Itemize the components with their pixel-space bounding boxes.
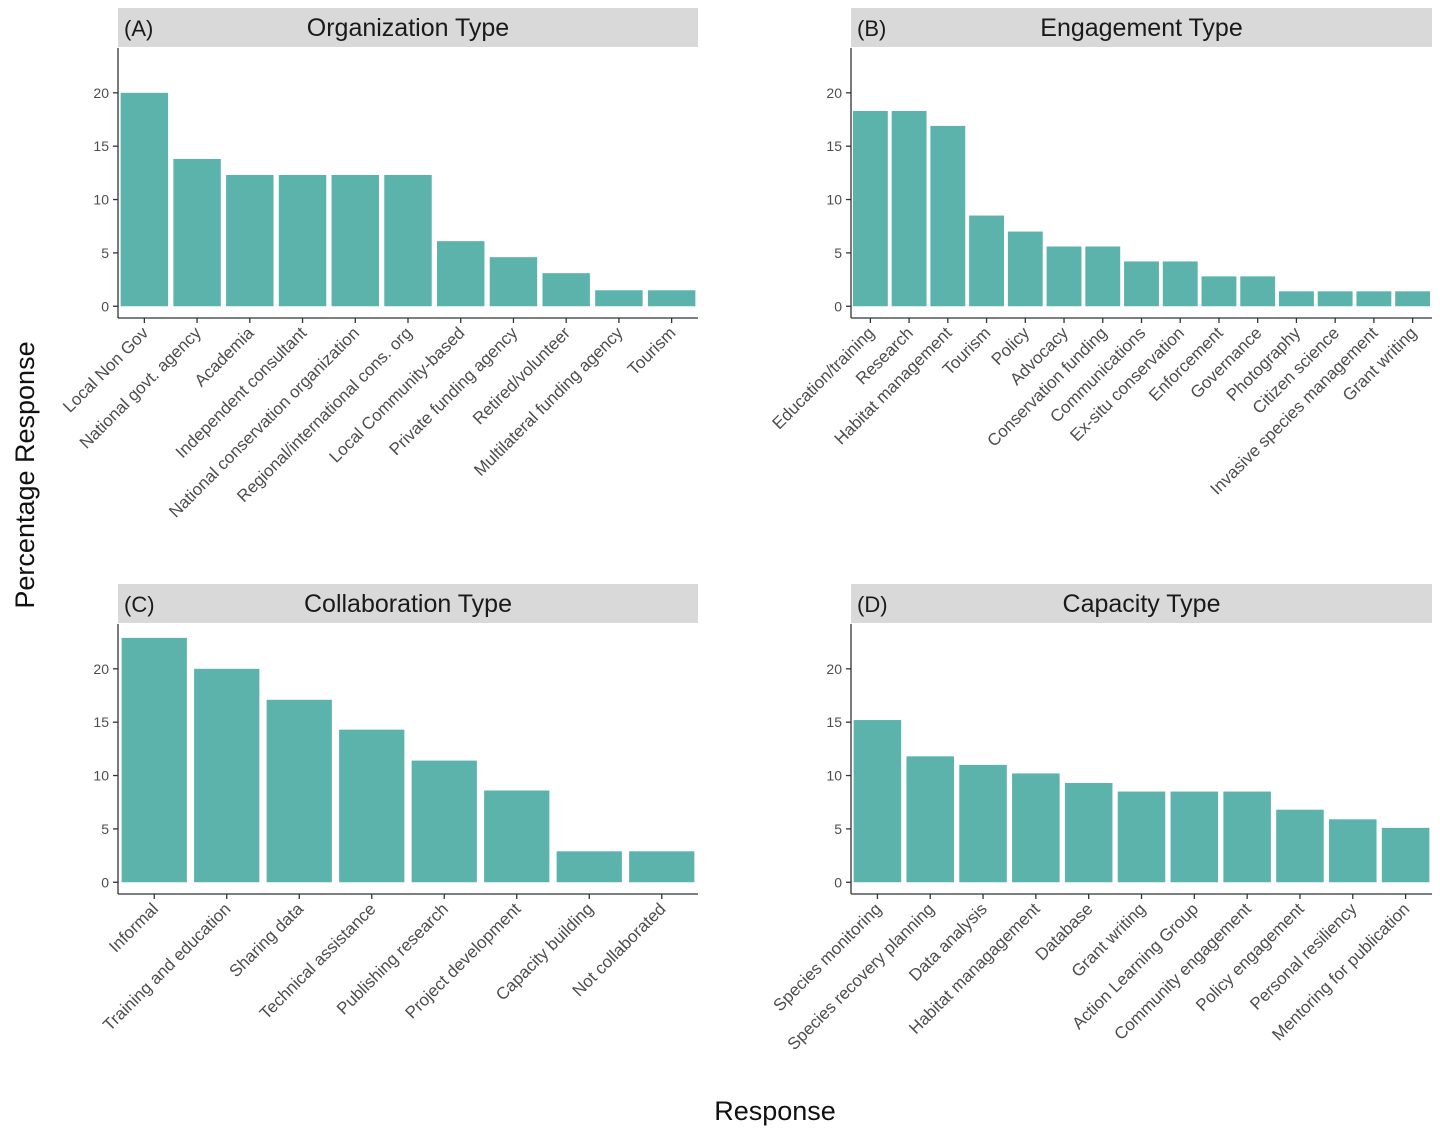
bar bbox=[226, 174, 274, 307]
panel-title: Engagement Type bbox=[1040, 14, 1242, 42]
y-tick-label: 15 bbox=[93, 138, 109, 154]
bar bbox=[1007, 231, 1043, 307]
panel-letter: (C) bbox=[124, 592, 155, 617]
bar bbox=[1064, 783, 1113, 883]
panel-title: Collaboration Type bbox=[304, 590, 512, 618]
y-tick-label: 5 bbox=[101, 821, 109, 837]
y-tick-label: 5 bbox=[101, 245, 109, 261]
bar bbox=[1395, 291, 1431, 307]
y-tick-label: 5 bbox=[834, 821, 842, 837]
y-tick-label: 20 bbox=[93, 661, 109, 677]
panel-strip bbox=[851, 8, 1432, 47]
bar bbox=[266, 699, 332, 883]
panel-letter: (B) bbox=[857, 16, 886, 41]
y-tick-label: 10 bbox=[93, 192, 109, 208]
bar bbox=[1162, 261, 1198, 307]
bar bbox=[852, 110, 888, 307]
y-tick-label: 15 bbox=[826, 714, 842, 730]
y-tick-label: 20 bbox=[826, 85, 842, 101]
y-tick-label: 0 bbox=[834, 874, 842, 890]
panel-3: (C) Collaboration Type 0 5 10 15 20 InformalTra… bbox=[93, 584, 698, 1035]
x-tick-label: Tourism bbox=[624, 323, 680, 379]
bar bbox=[542, 273, 590, 307]
panel-letter: (A) bbox=[124, 16, 153, 41]
bar bbox=[194, 668, 260, 883]
panel-strip bbox=[851, 584, 1432, 623]
bar bbox=[173, 158, 221, 307]
panel-title: Capacity Type bbox=[1063, 590, 1221, 618]
bar bbox=[556, 851, 622, 883]
bar bbox=[121, 637, 187, 883]
bar bbox=[1117, 791, 1166, 883]
bar bbox=[1124, 261, 1159, 307]
bar bbox=[1317, 291, 1353, 307]
bar bbox=[484, 790, 550, 883]
bar bbox=[1223, 791, 1271, 883]
y-tick-label: 10 bbox=[826, 192, 842, 208]
bar bbox=[278, 174, 327, 307]
bar bbox=[1279, 291, 1314, 307]
bar bbox=[489, 257, 538, 307]
y-tick-label: 5 bbox=[834, 245, 842, 261]
bar bbox=[629, 851, 695, 883]
y-tick-label: 10 bbox=[826, 768, 842, 784]
bar bbox=[647, 290, 696, 307]
y-tick-label: 0 bbox=[834, 298, 842, 314]
bar bbox=[930, 125, 966, 307]
x-tick-label: Training and education bbox=[99, 899, 234, 1034]
panel-2: (B) Engagement Type05101520Education/trai… bbox=[769, 8, 1432, 499]
y-tick-label: 0 bbox=[101, 874, 109, 890]
bar bbox=[1046, 246, 1082, 307]
bar bbox=[906, 756, 954, 883]
bar bbox=[384, 174, 432, 307]
x-axis-title: Response bbox=[714, 1096, 836, 1126]
bar bbox=[1170, 791, 1219, 883]
y-tick-label: 20 bbox=[826, 661, 842, 677]
bar bbox=[411, 760, 477, 883]
y-tick-label: 15 bbox=[826, 138, 842, 154]
y-tick-label: 20 bbox=[93, 85, 109, 101]
bar bbox=[1201, 276, 1237, 307]
bar bbox=[1356, 291, 1392, 307]
bar bbox=[1276, 809, 1324, 883]
bar bbox=[437, 241, 485, 307]
bar bbox=[1381, 827, 1430, 883]
x-tick-label: Retired/volunteer bbox=[469, 323, 574, 428]
bar bbox=[969, 215, 1004, 307]
bar bbox=[959, 764, 1007, 883]
x-tick-label: National conservation organization bbox=[165, 323, 363, 521]
panel-letter: (D) bbox=[857, 592, 888, 617]
y-tick-label: 10 bbox=[93, 768, 109, 784]
bar bbox=[1329, 819, 1377, 883]
bar bbox=[595, 290, 643, 307]
x-tick-label: Informal bbox=[105, 899, 162, 956]
panel-strip bbox=[118, 8, 698, 47]
y-tick-label: 0 bbox=[101, 298, 109, 314]
bar bbox=[1085, 246, 1121, 307]
bar bbox=[339, 729, 405, 883]
y-tick-label: 15 bbox=[93, 714, 109, 730]
bar bbox=[853, 720, 902, 883]
panel-strip bbox=[118, 584, 698, 623]
bar bbox=[1012, 773, 1060, 883]
x-tick-label: Sharing data bbox=[225, 899, 307, 981]
bar bbox=[331, 174, 379, 307]
bar bbox=[120, 92, 169, 307]
bar bbox=[1240, 276, 1276, 307]
bar bbox=[891, 110, 927, 307]
y-axis-title: Percentage Response bbox=[10, 341, 40, 608]
panel-title: Organization Type bbox=[307, 14, 509, 42]
